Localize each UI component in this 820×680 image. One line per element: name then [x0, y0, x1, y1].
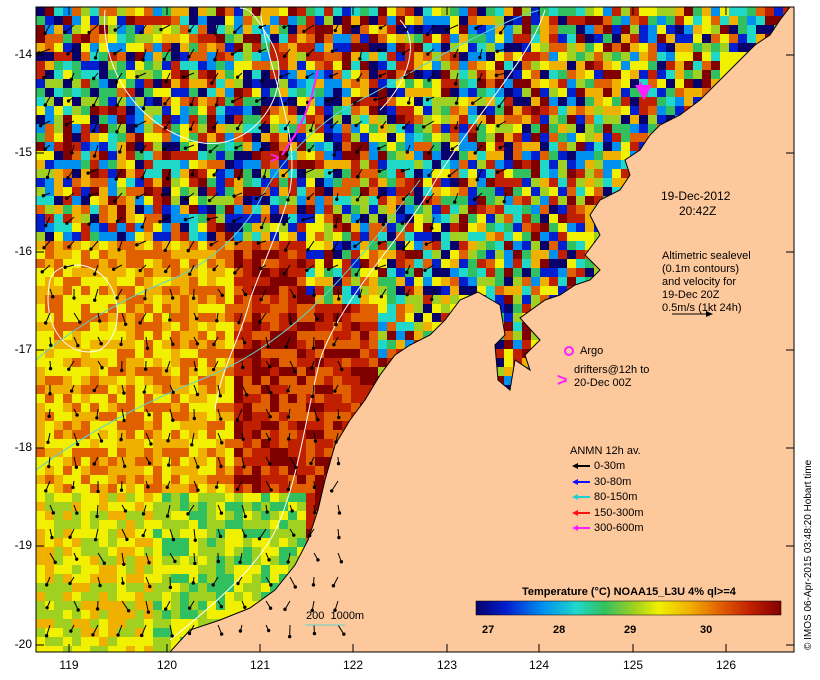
- lon-label: 123: [436, 658, 458, 672]
- drifters-note: drifters@12h to 20-Dec 00Z: [574, 364, 649, 390]
- drifter-marker: >: [270, 150, 279, 167]
- lat-label: -18: [14, 440, 32, 454]
- scale-arrow-head: [706, 311, 713, 317]
- colorbar-tick: 30: [700, 624, 713, 636]
- lat-label: -19: [14, 538, 32, 552]
- drifters-line: drifters@12h to: [574, 364, 650, 376]
- colorbar-tick: 29: [624, 624, 637, 636]
- lat-label: -14: [14, 47, 32, 61]
- lon-label: 125: [622, 658, 644, 672]
- colorbar-tick: 28: [553, 624, 566, 636]
- credit-label: © IMOS 06-Apr-2015 03:48:20 Hobart time: [803, 459, 814, 650]
- lat-label: -17: [14, 342, 32, 356]
- drifter-marker-east: [635, 85, 652, 100]
- argo-marker: [564, 346, 574, 356]
- anmn-legend-item: 0-30m: [594, 460, 626, 472]
- velocity-arrows: [37, 24, 507, 639]
- argo-label: Argo: [580, 345, 604, 357]
- altimetry-note: Altimetric sealevel (0.1m contours) and …: [662, 250, 751, 315]
- anmn-legend-arrows: [572, 463, 590, 531]
- map-frame: [35, 6, 795, 653]
- time-label: 20:42Z: [679, 204, 717, 218]
- lon-label: 122: [342, 658, 364, 672]
- bathymetry-label: 200 1000m: [306, 610, 365, 622]
- altimetry-line: (0.1m contours): [662, 263, 740, 275]
- anmn-legend-item: 80-150m: [594, 491, 638, 503]
- drifter-legend-marker: >: [557, 370, 568, 390]
- lat-label: -16: [14, 244, 32, 258]
- altimetry-line: 0.5m/s (1kt 24h): [662, 302, 742, 314]
- lat-label: -20: [14, 637, 32, 651]
- bathymetry-contours: [36, 9, 541, 471]
- altimetry-line: 19-Dec 20Z: [662, 289, 720, 301]
- colorbar-title: Temperature (°C) NOAA15_L3U 4% ql>=4: [522, 586, 736, 598]
- lon-label: 124: [528, 658, 550, 672]
- date-label: 19-Dec-2012: [661, 189, 731, 203]
- lon-label: 119: [59, 658, 79, 672]
- lat-label: -15: [14, 145, 32, 159]
- colorbar: [475, 600, 782, 616]
- axis-ticks: [36, 7, 794, 652]
- colorbar-tick: 27: [482, 624, 495, 636]
- drifters-line: 20-Dec 00Z: [574, 377, 632, 389]
- lon-label: 126: [715, 658, 737, 672]
- altimetry-line: and velocity for: [662, 276, 736, 288]
- altimetry-line: Altimetric sealevel: [662, 250, 751, 262]
- anmn-legend-title: ANMN 12h av.: [570, 445, 641, 457]
- sealevel-contours: [47, 7, 546, 641]
- land: [169, 7, 794, 652]
- lon-label: 120: [156, 658, 178, 672]
- anmn-legend-item: 150-300m: [594, 507, 644, 519]
- anmn-legend-item: 300-600m: [594, 522, 644, 534]
- anmn-legend-item: 30-80m: [594, 476, 632, 488]
- lon-label: 121: [249, 658, 271, 672]
